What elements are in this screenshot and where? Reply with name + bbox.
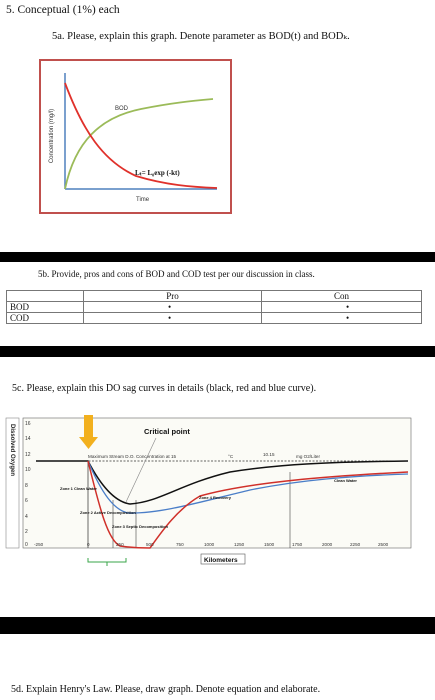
zone-1-label: Zone 1 Clean Water [60, 486, 97, 491]
y-tick: 8 [25, 483, 28, 489]
question-5b-text: 5b. Provide, pros and cons of BOD and CO… [38, 269, 315, 279]
x-tick: 500 [146, 542, 154, 547]
table-row: COD • • [6, 312, 422, 324]
section-divider-2 [0, 346, 435, 357]
zone-3-label: Zone 3 Septic Decomposition [112, 524, 169, 529]
table-header-row: Pro Con [6, 290, 422, 302]
y-tick: 16 [25, 421, 31, 427]
critical-point-label: Critical point [144, 427, 190, 436]
x-tick: 1000 [204, 542, 215, 547]
zone-4-label: Zone 4 Recovery [199, 495, 232, 500]
x-tick: 250 [116, 542, 124, 547]
x-tick: 2500 [378, 542, 389, 547]
question-5c-text: 5c. Please, explain this DO sag curves i… [12, 383, 317, 394]
do-x-ticks: -250 0 250 500 750 1000 1250 1500 1750 2… [34, 542, 389, 547]
pollution-input-arrow-icon [79, 415, 98, 449]
temp-value: 10.15 [263, 452, 275, 457]
bod-graph-x-label: Time [136, 197, 150, 203]
y-tick: 0 [25, 542, 28, 548]
bod-curve-label: BOD [115, 106, 129, 112]
table-row: BOD • • [6, 301, 422, 313]
bod-con-cell[interactable]: • [261, 301, 422, 313]
x-tick: 1750 [292, 542, 303, 547]
table-header-pro: Pro [83, 290, 262, 302]
max-do-label: Maximum Stream D.O. Concentration at 15 [88, 454, 177, 459]
row-label-cod: COD [6, 312, 84, 324]
y-tick: 4 [25, 514, 28, 520]
section-divider-3 [0, 617, 435, 634]
do-sag-svg: Dissolved Oxygen 16 14 12 10 8 6 4 2 0 M… [5, 415, 412, 566]
x-tick: -250 [34, 542, 44, 547]
bod-graph-svg: Concentration (mg/l) BOD Lₜ= L₀exp (-kt)… [49, 73, 218, 203]
bod-pro-cell[interactable]: • [83, 301, 262, 313]
y-tick: 14 [25, 436, 31, 442]
lt-equation-label: Lₜ= L₀exp (-kt) [135, 169, 180, 177]
do-sag-blue-curve [87, 460, 409, 514]
do-y-ticks: 16 14 12 10 8 6 4 2 0 [25, 421, 31, 548]
zone-2-label: Zone 2 Active Decomposition [80, 510, 136, 515]
y-tick: 10 [25, 467, 31, 473]
bod-exertion-curve [64, 98, 214, 190]
do-sag-red-curve [87, 460, 409, 549]
y-tick: 12 [25, 452, 31, 458]
kilometers-label: Kilometers [204, 557, 238, 564]
bod-cod-table: Pro Con BOD • • COD • • [6, 290, 422, 324]
critical-point-pointer [125, 437, 157, 503]
section-divider-1 [0, 252, 435, 262]
question-5a-text: 5a. Please, explain this graph. Denote p… [52, 31, 350, 42]
x-tick: 750 [176, 542, 184, 547]
x-tick: 2250 [350, 542, 361, 547]
cod-pro-cell[interactable]: • [83, 312, 262, 324]
zone-5-label: Clean Water [334, 478, 357, 483]
bod-graph-figure: Concentration (mg/l) BOD Lₜ= L₀exp (-kt)… [39, 59, 232, 214]
do-sag-figure: Dissolved Oxygen 16 14 12 10 8 6 4 2 0 M… [0, 410, 435, 592]
x-tick: 2000 [322, 542, 333, 547]
x-tick: 1250 [234, 542, 245, 547]
question-5-title: 5. Conceptual (1%) each [6, 4, 120, 16]
y-tick: 6 [25, 498, 28, 504]
do-y-axis-label: Dissolved Oxygen [9, 424, 15, 476]
table-header-con: Con [261, 290, 422, 302]
bod-graph-y-label: Concentration (mg/l) [49, 109, 55, 163]
temp-label: °C [228, 454, 234, 459]
do-sag-black-curve [36, 460, 409, 505]
y-tick: 2 [25, 529, 28, 535]
table-header-empty [6, 290, 84, 302]
zone-bracket [87, 558, 127, 566]
bod-remaining-curve [64, 82, 218, 189]
x-tick: 0 [87, 542, 90, 547]
unit-label: mg O2/Liter [296, 454, 320, 459]
question-5d-text: 5d. Explain Henry's Law. Please, draw gr… [11, 684, 321, 695]
cod-con-cell[interactable]: • [261, 312, 422, 324]
x-tick: 1500 [264, 542, 275, 547]
row-label-bod: BOD [6, 301, 84, 313]
